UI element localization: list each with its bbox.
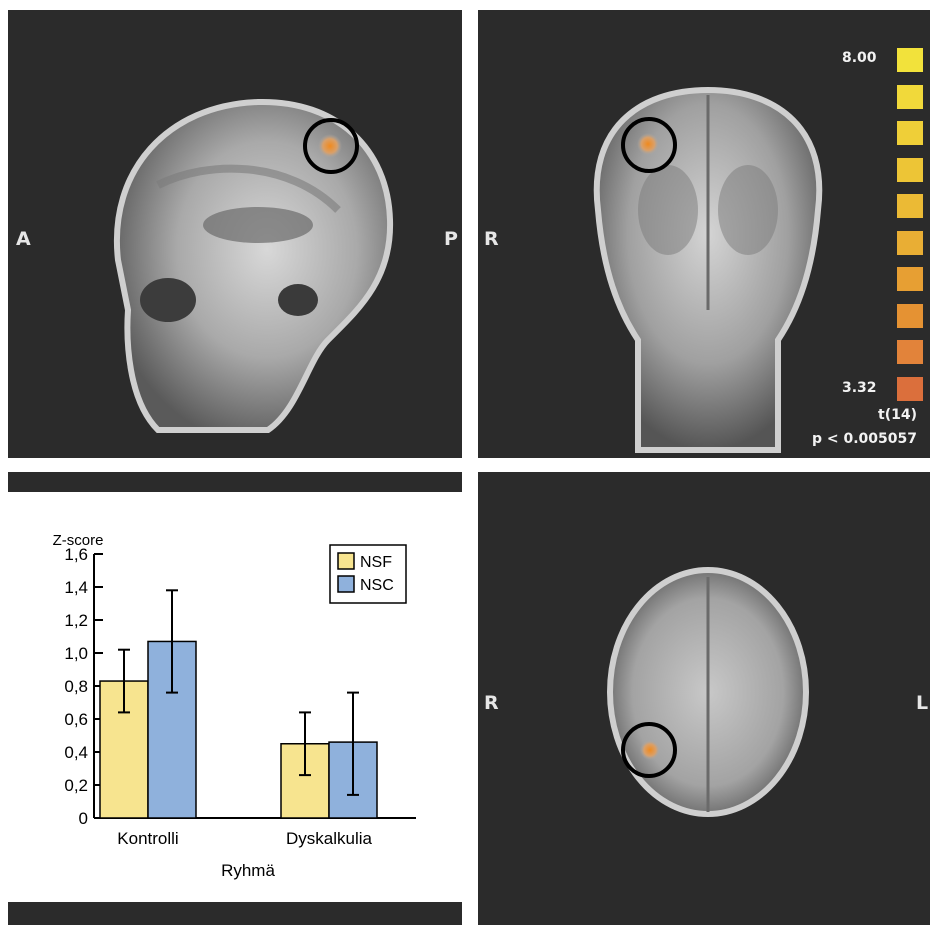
activation-circle bbox=[621, 117, 677, 173]
y-tick-label: 0,2 bbox=[64, 776, 88, 795]
left-label: L bbox=[916, 692, 929, 714]
axial-mri-panel: R L bbox=[478, 472, 930, 925]
coronal-brain-image bbox=[593, 86, 823, 453]
axial-brain-image bbox=[607, 567, 809, 817]
y-tick-label: 1,0 bbox=[64, 644, 88, 663]
y-tick-label: 1,2 bbox=[64, 611, 88, 630]
legend-label-nsf: NSF bbox=[360, 554, 392, 571]
colorbar-max-label: 8.00 bbox=[842, 50, 877, 66]
legend-swatch-nsc bbox=[337, 575, 355, 593]
y-tick-label: 0,8 bbox=[64, 677, 88, 696]
activation-circle bbox=[621, 722, 677, 778]
colorbar-swatch bbox=[897, 230, 923, 255]
colorbar-min-label: 3.32 bbox=[842, 380, 877, 396]
x-axis-label: Ryhmä bbox=[221, 861, 275, 880]
anterior-label: A bbox=[16, 228, 31, 250]
right-label: R bbox=[484, 692, 499, 714]
sagittal-brain-image bbox=[113, 98, 394, 433]
sagittal-mri-panel: A P bbox=[8, 10, 462, 458]
colorbar-swatch bbox=[897, 303, 923, 328]
colorbar-p-label: p < 0.005057 bbox=[812, 431, 918, 447]
colorbar-swatch bbox=[897, 267, 923, 291]
x-category-label: Dyskalkulia bbox=[286, 829, 373, 848]
y-tick-label: 1,4 bbox=[64, 578, 88, 597]
colorbar-swatch bbox=[897, 194, 923, 218]
y-tick-label: 0,6 bbox=[64, 710, 88, 729]
y-axis-label: Z-score bbox=[53, 532, 104, 549]
y-tick-label: 1,6 bbox=[64, 545, 88, 564]
y-tick-label: 0,4 bbox=[64, 743, 88, 762]
activation-circle bbox=[303, 118, 359, 174]
colorbar-swatch bbox=[897, 84, 923, 109]
colorbar-stat-label: t(14) bbox=[878, 407, 917, 423]
bar-chart-svg: 0 0,2 0,4 0,6 0,8 1,0 1,2 1,4 1,6Z-score Kontroll… bbox=[53, 532, 416, 880]
bar-chart: 0 0,2 0,4 0,6 0,8 1,0 1,2 1,4 1,6 Z-score Kontroll… bbox=[8, 492, 462, 902]
coronal-mri-panel: R 8.00 3.32 t(14) p < 0.005057 bbox=[478, 10, 930, 458]
right-label: R bbox=[484, 228, 499, 250]
colorbar-swatch bbox=[897, 48, 923, 72]
x-category-label: Kontrolli bbox=[117, 829, 178, 848]
legend-swatch-nsf bbox=[337, 552, 355, 570]
posterior-label: P bbox=[444, 228, 458, 250]
colorbar-swatch bbox=[897, 376, 923, 401]
colorbar-swatch bbox=[897, 157, 923, 182]
colorbar-swatch bbox=[897, 121, 923, 145]
legend-label-nsc: NSC bbox=[360, 577, 394, 594]
y-tick-label: 0 bbox=[79, 809, 88, 828]
colorbar-swatch bbox=[897, 340, 923, 364]
